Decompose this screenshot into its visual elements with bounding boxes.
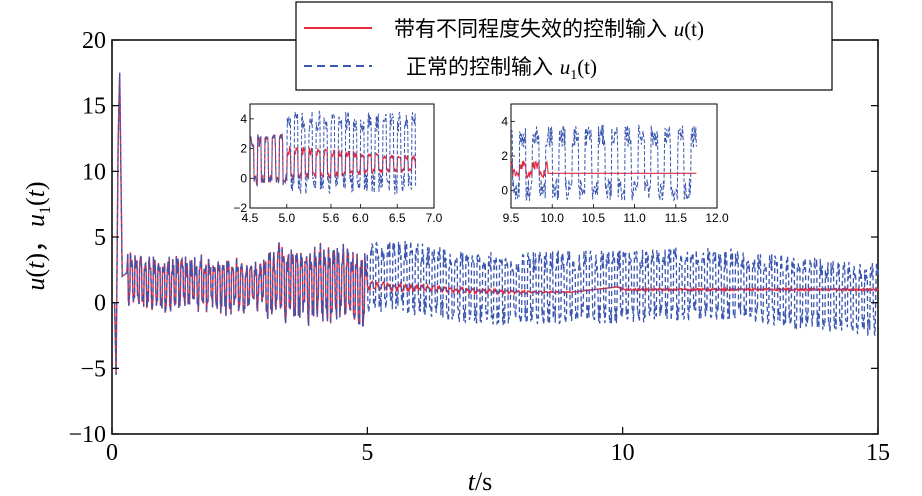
- y-tick-label: 5: [94, 225, 106, 251]
- series-faulty-line: [112, 72, 879, 375]
- inset-x-tick-label: 10.0: [541, 211, 565, 225]
- inset-x-tick-label: 11.5: [665, 211, 688, 225]
- inset-series-normal: [249, 110, 417, 195]
- y-axis-label: u(t)，u1(t): [21, 181, 54, 290]
- main-plot-area: [112, 72, 879, 375]
- inset-x-tick-label: 5.0: [278, 211, 295, 225]
- inset-x-tick-label: 6.0: [352, 211, 369, 225]
- inset-y-tick-label: 4: [240, 112, 247, 126]
- x-tick-label: 15: [866, 440, 890, 466]
- inset-x-tick-label: 12.0: [705, 211, 729, 225]
- inset-x-tick-label: 7.0: [426, 211, 443, 225]
- series-normal-line: [112, 72, 879, 375]
- inset-x-tick-label: 5.6: [323, 211, 340, 225]
- plot-frame: [111, 39, 879, 435]
- inset-x-tick-label: 6.5: [389, 211, 406, 225]
- legend: 带有不同程度失效的控制输入 u(t) 正常的控制输入 u1(t): [295, 1, 833, 91]
- x-tick-label: 5: [361, 440, 373, 466]
- inset-series-faulty: [249, 133, 417, 187]
- inset-x-tick-label: 9.5: [503, 211, 520, 225]
- inset-right: 9.5 10.0 10.5 11.0 11.5 12.0 0 2 4: [501, 103, 729, 225]
- inset-y-tick-label: 2: [501, 149, 508, 163]
- inset-y-tick-label: 2: [240, 142, 247, 156]
- y-tick-label: 20: [82, 28, 106, 54]
- inset-series-faulty: [510, 159, 697, 179]
- y-tick-label: −10: [68, 422, 106, 448]
- legend-entry-normal: 正常的控制输入 u1(t): [406, 55, 597, 83]
- x-axis-label: t/s: [468, 467, 493, 496]
- inset-y-tick-label: 4: [501, 114, 508, 128]
- inset-y-tick-label: 0: [501, 184, 508, 198]
- inset-x-tick-label: 11.0: [623, 211, 646, 225]
- legend-box: [295, 1, 833, 91]
- inset-series-normal: [510, 124, 697, 202]
- y-tick-label: −5: [80, 356, 106, 382]
- y-tick-label: 10: [82, 159, 106, 185]
- y-tick-label: 0: [94, 291, 106, 317]
- inset-x-tick-label: 4.5: [242, 211, 259, 225]
- inset-y-tick-label: −2: [233, 201, 247, 215]
- inset-x-tick-label: 10.5: [582, 211, 606, 225]
- inset-left: 4.5 5.0 5.6 6.0 6.5 7.0 −2 0 2 4: [233, 103, 443, 225]
- x-tick-label: 0: [106, 440, 118, 466]
- inset-y-tick-label: 0: [240, 171, 247, 185]
- y-tick-label: 15: [82, 94, 106, 120]
- x-tick-label: 10: [611, 440, 635, 466]
- legend-entry-faulty: 带有不同程度失效的控制输入 u(t): [394, 17, 704, 41]
